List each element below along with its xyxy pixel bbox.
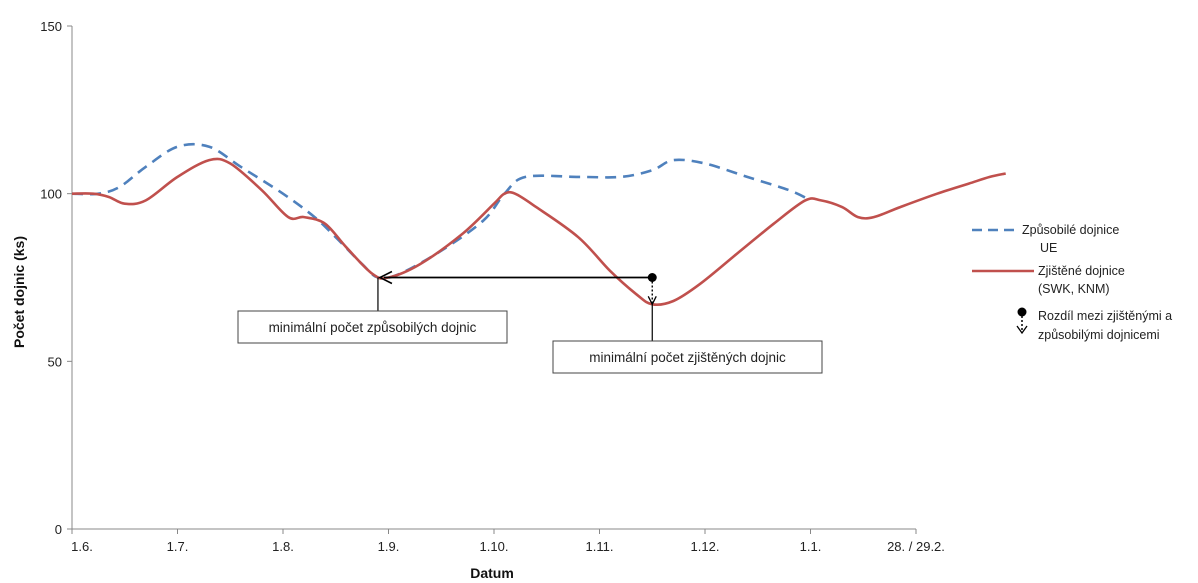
x-tick-label: 1.9.: [378, 539, 400, 554]
y-tick-label: 150: [40, 19, 62, 34]
x-tick-label: 1.12.: [691, 539, 720, 554]
x-tick-label: 28. / 29.2.: [887, 539, 945, 554]
annotation-layer: minimální počet způsobilých dojnic minimá…: [237, 270, 823, 374]
annotation-min-zpusobile-box: [237, 310, 508, 344]
annotation-min-zjistene-box: [552, 340, 823, 374]
series-line-zpusobile: [71, 142, 812, 280]
x-tick-label: 1.1.: [800, 539, 822, 554]
series-line-zjistene: [71, 157, 1006, 307]
legend-label-zpusobile-1: Způsobilé dojnice: [1022, 223, 1119, 237]
x-tick-label: 1.8.: [272, 539, 294, 554]
x-axis-title: Datum: [470, 565, 514, 581]
legend-label-zjistene-2: (SWK, KNM): [1038, 282, 1110, 296]
y-tick-label: 100: [40, 187, 62, 202]
annotation-min-zjistene-label: minimální počet zjištěných dojnic: [589, 350, 786, 365]
y-tick-label: 0: [55, 522, 62, 537]
legend-difference-arrowhead: [1016, 325, 1028, 335]
legend-label-difference-2: způsobilými dojnicemi: [1038, 328, 1160, 342]
x-tick-label: 1.10.: [480, 539, 509, 554]
series-layer: [71, 142, 1006, 307]
legend-difference-dot: [1017, 307, 1027, 317]
y-tick-label: 50: [48, 354, 62, 369]
x-tick-label: 1.7.: [167, 539, 189, 554]
difference-horizontal-arrowhead: [378, 270, 393, 285]
legend-label-difference-1: Rozdíl mezi zjištěnými a: [1038, 309, 1172, 323]
legend-label-zpusobile-2: UE: [1040, 241, 1057, 255]
legend: Způsobilé dojnice UE Zjištěné dojnice (S…: [972, 223, 1172, 342]
x-tick-label: 1.6.: [71, 539, 93, 554]
x-tick-label: 1.11.: [586, 539, 614, 554]
x-ticks: 1.6. 1.7. 1.8. 1.9. 1.10. 1.11. 1.12. 1.1. 28. /…: [71, 529, 945, 554]
annotation-min-zpusobile-label: minimální počet způsobilých dojnic: [269, 320, 477, 335]
y-axis-title: Počet dojnic (ks): [11, 236, 27, 348]
y-ticks: 0 50 100 150: [40, 19, 72, 537]
legend-label-zjistene-1: Zjištěné dojnice: [1038, 264, 1125, 278]
difference-dot: [647, 273, 657, 282]
